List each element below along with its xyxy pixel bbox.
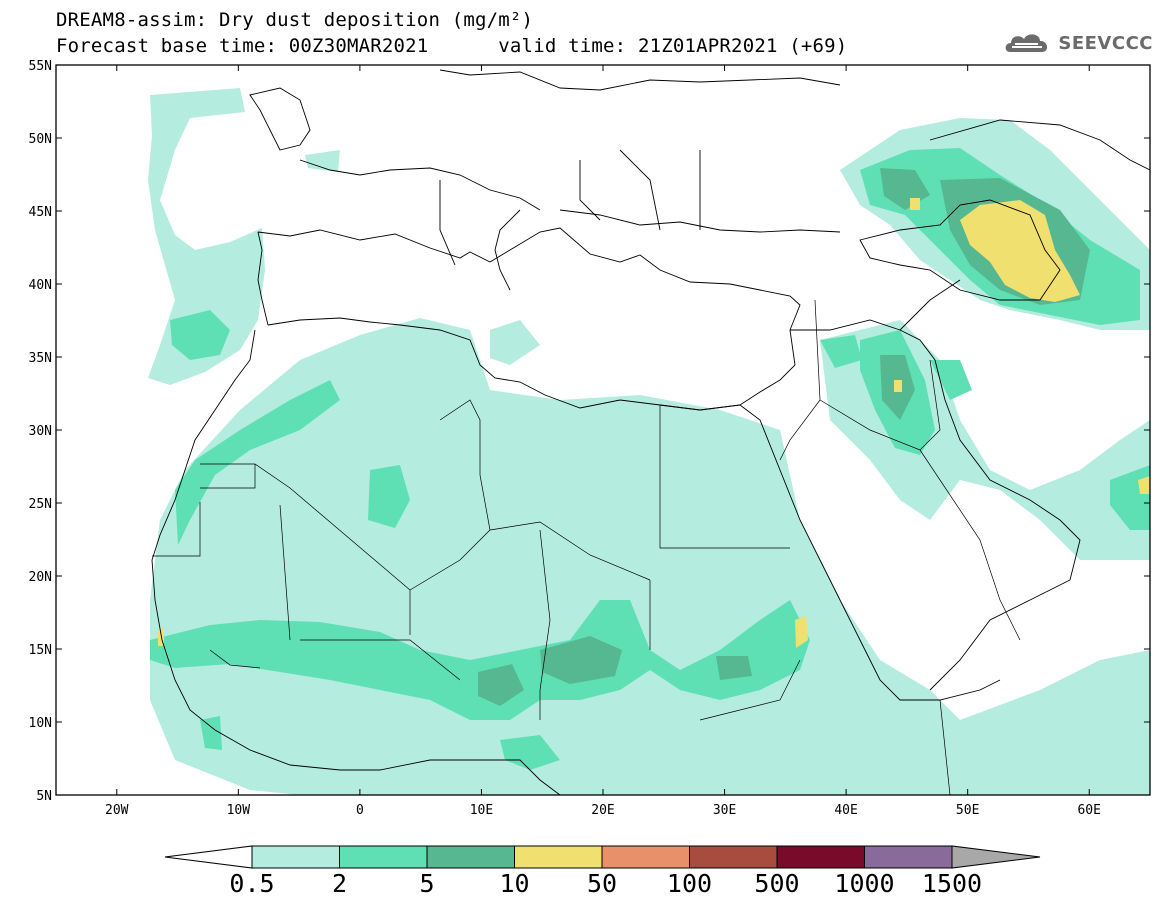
lat-tick-label: 55N bbox=[29, 59, 52, 74]
forecast-time-subtitle: Forecast base time: 00Z30MAR2021 valid t… bbox=[56, 35, 848, 57]
longitude-axis: 20W 10W 0 10E 20E 30E 40E 50E 60E bbox=[105, 65, 1101, 818]
lat-tick-label: 25N bbox=[29, 497, 52, 512]
colorbar: 0.5 2 5 10 50 100 500 1000 1500 bbox=[164, 845, 1041, 898]
colorbar-swatch bbox=[776, 845, 865, 869]
colorbar-swatch bbox=[514, 845, 603, 869]
colorbar-swatch bbox=[689, 845, 778, 869]
colorbar-label: 5 bbox=[419, 869, 434, 898]
lon-tick-label: 40E bbox=[834, 803, 857, 818]
cloud-logo-icon bbox=[1005, 34, 1048, 52]
lon-tick-label: 0 bbox=[356, 803, 364, 818]
colorbar-swatch bbox=[601, 845, 690, 869]
lat-tick-label: 10N bbox=[29, 716, 52, 731]
colorbar-swatch bbox=[864, 845, 953, 869]
colorbar-label: 100 bbox=[667, 869, 712, 898]
colorbar-label: 0.5 bbox=[229, 869, 274, 898]
lat-tick-label: 45N bbox=[29, 205, 52, 220]
colorbar-swatch bbox=[426, 845, 515, 869]
lon-tick-label: 30E bbox=[713, 803, 736, 818]
lon-tick-label: 10E bbox=[470, 803, 493, 818]
lat-tick-label: 15N bbox=[29, 643, 52, 658]
lon-tick-label: 60E bbox=[1077, 803, 1100, 818]
lat-tick-label: 35N bbox=[29, 351, 52, 366]
colorbar-label: 10 bbox=[499, 869, 529, 898]
lat-tick-label: 20N bbox=[29, 570, 52, 585]
colorbar-label: 1500 bbox=[922, 869, 982, 898]
colorbar-swatch bbox=[339, 845, 428, 869]
colorbar-label: 2 bbox=[332, 869, 347, 898]
seevccc-logo: SEEVCCC bbox=[1002, 28, 1153, 58]
colorbar-over-triangle bbox=[951, 845, 1041, 869]
coastlines-and-borders bbox=[151, 69, 1150, 795]
latitude-axis: 55N 50N 45N 40N 35N 30N 25N 20N 15N 10N 5N bbox=[29, 59, 1150, 804]
colorbar-swatch bbox=[251, 845, 340, 869]
colorbar-label: 500 bbox=[754, 869, 799, 898]
lon-tick-label: 10W bbox=[227, 803, 251, 818]
country-borders bbox=[152, 299, 1021, 795]
lon-tick-label: 20W bbox=[105, 803, 129, 818]
lon-tick-label: 20E bbox=[591, 803, 614, 818]
colorbar-label: 1000 bbox=[834, 869, 894, 898]
dust-deposition-field bbox=[148, 88, 1150, 795]
lat-tick-label: 40N bbox=[29, 278, 52, 293]
colorbar-under-triangle bbox=[164, 845, 253, 869]
logo-text: SEEVCCC bbox=[1058, 32, 1153, 54]
dust-level-10-50 bbox=[158, 198, 1150, 648]
lat-tick-label: 5N bbox=[36, 789, 52, 804]
colorbar-label: 50 bbox=[587, 869, 617, 898]
lon-tick-label: 50E bbox=[956, 803, 979, 818]
lat-tick-label: 30N bbox=[29, 424, 52, 439]
lat-tick-label: 50N bbox=[29, 132, 52, 147]
map-title: DREAM8-assim: Dry dust deposition (mg/m²… bbox=[56, 9, 534, 31]
